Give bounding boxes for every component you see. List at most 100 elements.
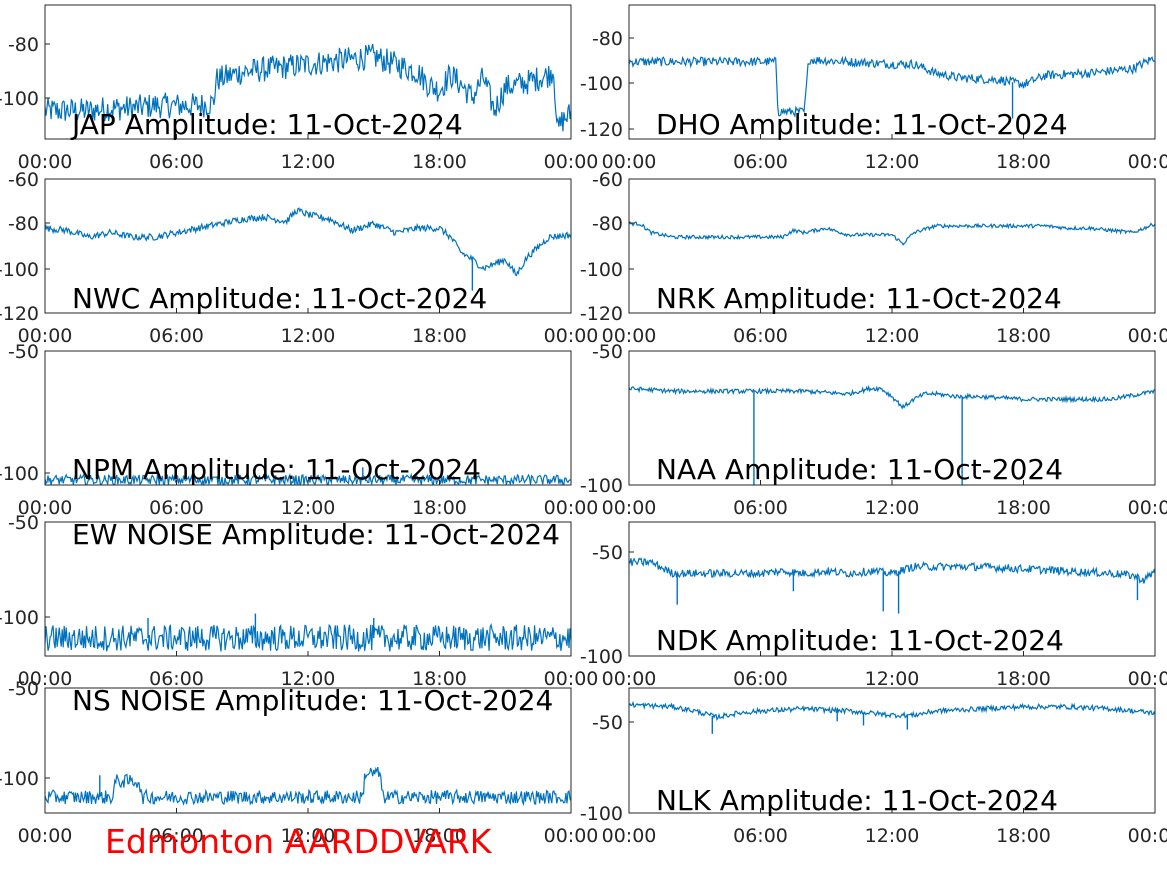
trace-dho xyxy=(629,55,1155,118)
x-tick-label-dho-3: 18:00 xyxy=(996,151,1051,173)
trace-naa xyxy=(629,384,1155,410)
chart-title-npm: NPM Amplitude: 11-Oct-2024 xyxy=(72,453,481,486)
x-tick-label-ns-noise-2: 12:00 xyxy=(281,825,336,847)
panels-layer: 00:00 06:00 12:00 18:00 00:00 -80 -100 JAP Ampl… xyxy=(0,4,1167,847)
chart-panel-ndk: 00:00 06:00 12:00 18:00 00:00 -50 -100 NDK Ampl… xyxy=(580,521,1167,690)
y-tick-label-npm-0: -50 xyxy=(8,341,39,363)
y-tick-label-npm-1: -100 xyxy=(0,463,39,485)
chart-title-ew-noise: EW NOISE Amplitude: 11-Oct-2024 xyxy=(72,518,560,551)
x-tick-label-nlk-0: 00:00 xyxy=(602,825,657,847)
x-tick-label-naa-0: 00:00 xyxy=(602,497,657,519)
x-tick-label-nrk-1: 06:00 xyxy=(733,325,788,347)
x-tick-label-ew-noise-4: 00:00 xyxy=(544,668,599,690)
y-tick-label-ew-noise-1: -100 xyxy=(0,607,39,629)
x-tick-label-nwc-4: 00:00 xyxy=(544,325,599,347)
x-tick-label-ndk-0: 00:00 xyxy=(602,668,657,690)
trace-nlk xyxy=(629,700,1155,722)
x-tick-label-ndk-3: 18:00 xyxy=(996,668,1051,690)
x-tick-label-dho-1: 06:00 xyxy=(733,151,788,173)
x-tick-label-ns-noise-3: 18:00 xyxy=(412,825,467,847)
chart-panel-nwc: 00:00 06:00 12:00 18:00 00:00 -60 -80 -100 -120 N… xyxy=(0,169,598,347)
y-tick-label-nrk-1: -80 xyxy=(592,213,623,235)
x-tick-label-dho-2: 12:00 xyxy=(865,151,920,173)
trace-nrk xyxy=(629,220,1155,246)
x-tick-label-jap-2: 12:00 xyxy=(281,151,336,173)
chart-panel-nlk: 00:00 06:00 12:00 18:00 00:00 -50 -100 NLK Ampl… xyxy=(580,687,1167,847)
chart-title-nrk: NRK Amplitude: 11-Oct-2024 xyxy=(656,282,1062,315)
trace-ew-noise xyxy=(45,622,571,652)
y-tick-label-nrk-3: -120 xyxy=(580,303,623,325)
x-tick-label-nrk-4: 00:00 xyxy=(1128,325,1167,347)
x-tick-label-naa-2: 12:00 xyxy=(865,497,920,519)
y-tick-label-jap-1: -100 xyxy=(0,88,39,110)
y-tick-label-ndk-1: -100 xyxy=(580,646,623,668)
y-tick-label-ew-noise-0: -50 xyxy=(8,512,39,534)
y-tick-label-nwc-0: -60 xyxy=(8,169,39,191)
x-tick-label-dho-4: 00:00 xyxy=(1128,151,1167,173)
x-tick-label-ndk-1: 06:00 xyxy=(733,668,788,690)
y-tick-label-nlk-0: -50 xyxy=(592,712,623,734)
x-tick-label-npm-0: 00:00 xyxy=(18,497,73,519)
chart-panel-ew-noise: 00:00 06:00 12:00 18:00 00:00 -50 -100 EW NOISE… xyxy=(0,512,598,690)
chart-title-nlk: NLK Amplitude: 11-Oct-2024 xyxy=(656,784,1058,817)
x-tick-label-ew-noise-0: 00:00 xyxy=(18,668,73,690)
x-tick-label-nrk-3: 18:00 xyxy=(996,325,1051,347)
chart-panel-naa: 00:00 06:00 12:00 18:00 00:00 -50 -100 NAA Ampl… xyxy=(580,341,1167,519)
x-tick-label-ndk-4: 00:00 xyxy=(1128,668,1167,690)
chart-title-ns-noise: NS NOISE Amplitude: 11-Oct-2024 xyxy=(72,684,553,717)
x-tick-label-npm-3: 18:00 xyxy=(412,497,467,519)
x-tick-label-nlk-3: 18:00 xyxy=(996,825,1051,847)
x-tick-label-jap-0: 00:00 xyxy=(18,151,73,173)
trace-jap xyxy=(45,44,571,132)
x-tick-label-jap-4: 00:00 xyxy=(544,151,599,173)
x-tick-label-npm-1: 06:00 xyxy=(149,497,204,519)
x-tick-label-nlk-4: 00:00 xyxy=(1128,825,1167,847)
x-tick-label-nwc-3: 18:00 xyxy=(412,325,467,347)
x-tick-label-ew-noise-3: 18:00 xyxy=(412,668,467,690)
y-tick-label-jap-0: -80 xyxy=(8,34,39,56)
chart-panel-dho: 00:00 06:00 12:00 18:00 00:00 -80 -100 -120 DHO … xyxy=(580,4,1167,173)
chart-panel-jap: 00:00 06:00 12:00 18:00 00:00 -80 -100 JAP Ampl… xyxy=(0,4,599,173)
chart-title-nwc: NWC Amplitude: 11-Oct-2024 xyxy=(72,282,487,315)
x-tick-label-jap-1: 06:00 xyxy=(149,151,204,173)
y-tick-label-nwc-1: -80 xyxy=(8,213,39,235)
x-tick-label-ns-noise-0: 00:00 xyxy=(18,825,73,847)
y-tick-label-ns-noise-0: -50 xyxy=(8,678,39,700)
chart-title-dho: DHO Amplitude: 11-Oct-2024 xyxy=(656,108,1068,141)
x-tick-label-nrk-0: 00:00 xyxy=(602,325,657,347)
x-tick-label-jap-3: 18:00 xyxy=(412,151,467,173)
chart-panel-ns-noise: 00:00 06:00 12:00 18:00 00:00 -50 -100 NS NOISE… xyxy=(0,678,598,847)
chart-title-naa: NAA Amplitude: 11-Oct-2024 xyxy=(656,453,1063,486)
y-tick-label-nrk-0: -60 xyxy=(592,169,623,191)
y-tick-label-naa-1: -100 xyxy=(580,475,623,497)
chart-title-ndk: NDK Amplitude: 11-Oct-2024 xyxy=(656,624,1064,657)
x-tick-label-ns-noise-1: 06:00 xyxy=(149,825,204,847)
x-tick-label-naa-1: 06:00 xyxy=(733,497,788,519)
y-tick-label-dho-2: -120 xyxy=(580,119,623,141)
x-tick-label-naa-3: 18:00 xyxy=(996,497,1051,519)
x-tick-label-nrk-2: 12:00 xyxy=(865,325,920,347)
y-tick-label-dho-1: -100 xyxy=(580,73,623,95)
x-tick-label-nlk-2: 12:00 xyxy=(865,825,920,847)
y-tick-label-nwc-3: -120 xyxy=(0,303,39,325)
chart-panel-nrk: 00:00 06:00 12:00 18:00 00:00 -60 -80 -100 -120 N… xyxy=(580,169,1167,347)
x-tick-label-npm-2: 12:00 xyxy=(281,497,336,519)
x-tick-label-nwc-0: 00:00 xyxy=(18,325,73,347)
x-tick-label-dho-0: 00:00 xyxy=(602,151,657,173)
y-tick-label-ndk-0: -50 xyxy=(592,542,623,564)
y-tick-label-naa-0: -50 xyxy=(592,341,623,363)
trace-ns-noise xyxy=(45,766,571,807)
x-tick-label-ew-noise-1: 06:00 xyxy=(149,668,204,690)
x-tick-label-naa-4: 00:00 xyxy=(1128,497,1167,519)
x-tick-label-npm-4: 00:00 xyxy=(544,497,599,519)
x-tick-label-nwc-1: 06:00 xyxy=(149,325,204,347)
y-tick-label-dho-0: -80 xyxy=(592,28,623,50)
x-tick-label-nlk-1: 06:00 xyxy=(733,825,788,847)
y-tick-label-nrk-2: -100 xyxy=(580,259,623,281)
station-footer-label: Edmonton AARDDVARK xyxy=(105,822,493,861)
y-tick-label-nwc-2: -100 xyxy=(0,259,39,281)
trace-nwc xyxy=(45,207,571,277)
trace-ndk xyxy=(629,557,1155,584)
x-tick-label-ndk-2: 12:00 xyxy=(865,668,920,690)
